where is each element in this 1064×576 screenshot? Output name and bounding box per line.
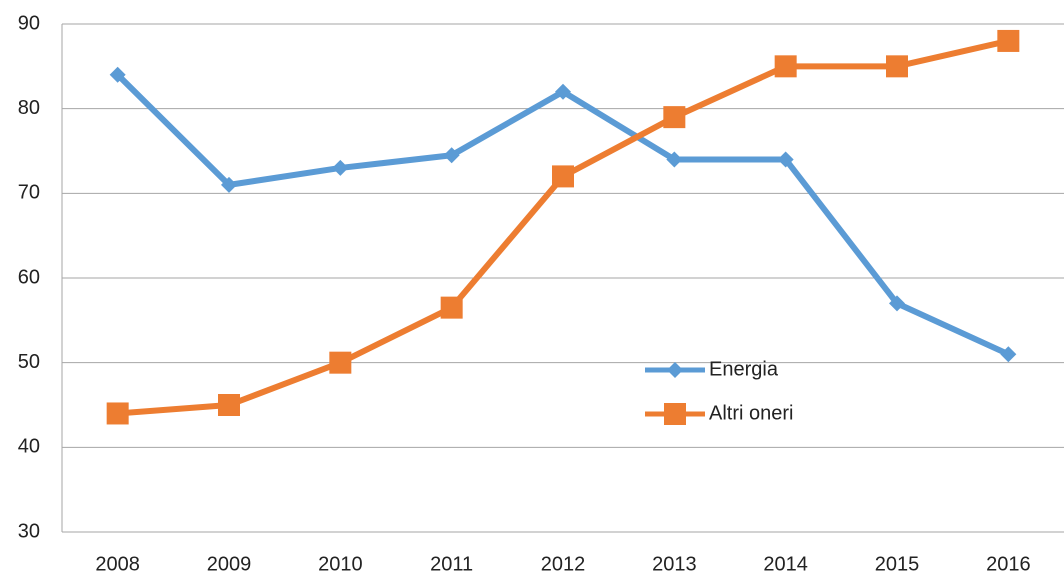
x-tick-label: 2012 <box>541 553 586 575</box>
data-point <box>663 106 686 129</box>
y-tick-label: 80 <box>18 97 40 119</box>
x-tick-label: 2015 <box>875 553 920 575</box>
x-tick-label: 2016 <box>986 553 1031 575</box>
data-point <box>777 151 794 168</box>
data-point <box>555 83 571 100</box>
data-point <box>774 55 797 78</box>
data-point <box>886 55 908 78</box>
x-tick-label: 2008 <box>95 553 140 575</box>
data-point <box>440 296 463 319</box>
y-tick-label: 60 <box>18 266 40 288</box>
legend-label: Altri oneri <box>709 402 793 424</box>
data-point <box>666 151 683 168</box>
x-tick-label: 2014 <box>763 553 808 575</box>
legend-marker <box>667 362 683 378</box>
data-point <box>221 176 237 193</box>
data-point <box>329 351 352 374</box>
data-point <box>997 29 1020 52</box>
legend-label: Energia <box>709 358 779 380</box>
data-point <box>889 295 905 312</box>
y-tick-label: 40 <box>18 436 40 458</box>
data-point <box>552 165 574 188</box>
y-tick-label: 90 <box>18 12 40 34</box>
x-tick-label: 2011 <box>430 553 473 575</box>
x-tick-label: 2010 <box>318 553 363 575</box>
y-tick-label: 50 <box>18 351 40 373</box>
data-point <box>332 159 349 176</box>
x-tick-label: 2013 <box>652 553 697 575</box>
x-tick-label: 2009 <box>207 553 252 575</box>
y-tick-label: 70 <box>18 182 40 204</box>
data-point <box>106 402 129 425</box>
legend-marker <box>664 403 686 425</box>
y-tick-label: 30 <box>18 520 40 542</box>
data-point <box>443 147 460 164</box>
data-point <box>218 394 240 416</box>
data-point <box>109 66 126 83</box>
series-line <box>115 72 1010 357</box>
data-point <box>1000 346 1017 363</box>
